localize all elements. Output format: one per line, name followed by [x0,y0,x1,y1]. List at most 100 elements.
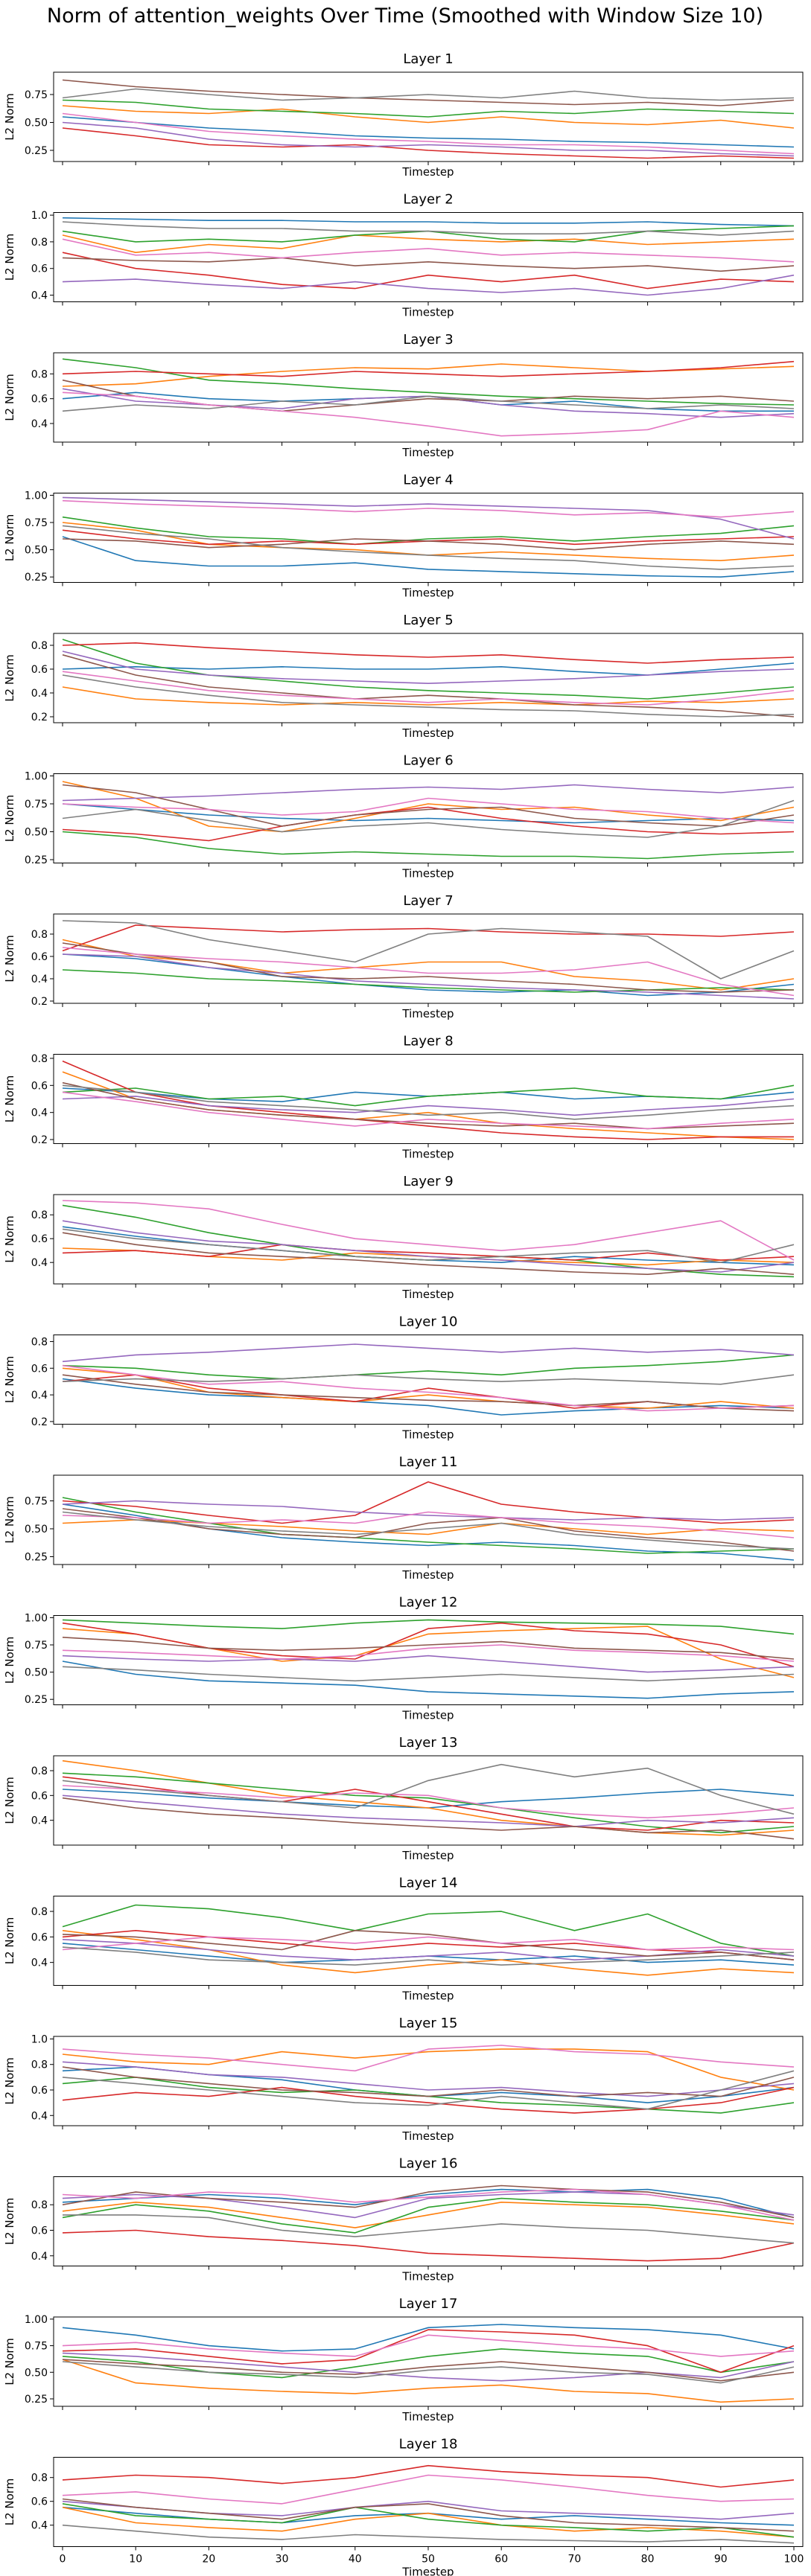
x-axis-label: Timestep [401,2566,454,2576]
series-line-4 [62,1622,795,1668]
subplot-layer-10: Layer 10 0.2 0.4 0.6 0.8 Timestep L2 Norm [3,1314,804,1442]
series-line-4 [62,1776,795,1831]
series-line-6 [62,784,795,827]
series-line-5 [62,496,795,540]
series-line-7 [62,671,795,706]
series-line-5 [62,1794,795,1827]
y-axis-label: L2 Norm [3,1356,16,1404]
y-tick-label: 0.8 [31,1906,48,1918]
subplot-title: Layer 8 [403,1034,453,1049]
x-axis-label: Timestep [401,1568,454,1582]
series-line-7 [62,499,795,518]
y-tick-label: 0.50 [25,545,48,557]
series-line-5 [62,1343,795,1363]
x-axis-label: Timestep [401,1709,454,1722]
x-axis-label: Timestep [401,1148,454,1161]
x-axis-label: Timestep [401,2129,454,2143]
x-tick-label: 10 [129,2554,142,2566]
y-tick-label: 0.4 [31,2251,48,2263]
subplot-title: Layer 17 [399,2296,458,2312]
series-line-3 [62,2348,795,2379]
series-line-5 [62,953,795,1000]
y-tick-label: 0.25 [25,572,48,584]
x-axis-label: Timestep [401,2270,454,2283]
series-line-4 [62,642,795,664]
series-line-4 [62,1244,795,1261]
y-tick-label: 0.75 [25,2341,48,2353]
y-tick-label: 0.6 [31,2225,48,2237]
subplot-layer-5: Layer 5 0.2 0.4 0.6 0.8 Timestep L2 Norm [3,613,804,740]
series-line-4 [62,1481,795,1524]
y-tick-label: 0.25 [25,1552,48,1564]
series-line-4 [62,806,795,842]
x-tick-label: 20 [202,2554,215,2566]
subplot-title: Layer 7 [403,893,453,909]
series-line-2 [62,105,795,129]
y-tick-label: 0.6 [31,2496,48,2508]
y-axis-label: L2 Norm [3,795,16,843]
series-line-8 [62,2361,795,2384]
y-axis-label: L2 Norm [3,1777,16,1824]
subplot-title: Layer 10 [399,1314,458,1330]
series-line-3 [62,831,795,860]
series-line-5 [62,121,795,157]
series-line-8 [62,1084,795,1120]
series-line-5 [62,2061,795,2097]
x-axis-label: Timestep [401,587,454,600]
subplot-title: Layer 16 [399,2156,458,2172]
x-axis-label: Timestep [401,1428,454,1442]
series-line-8 [62,674,795,717]
series-line-6 [62,1081,795,1130]
series-line-6 [62,1508,795,1552]
y-axis-label: L2 Norm [3,2478,16,2526]
y-axis-label: L2 Norm [3,1637,16,1684]
y-tick-label: 0.50 [25,1667,48,1679]
series-line-7 [62,1785,795,1819]
y-axis-label: L2 Norm [3,654,16,702]
subplot-layer-9: Layer 9 0.4 0.6 0.8 Timestep L2 Norm [3,1174,804,1301]
y-tick-label: 0.4 [31,1108,48,1119]
y-tick-label: 0.4 [31,1390,48,1402]
y-tick-label: 0.75 [25,89,48,101]
y-tick-label: 0.75 [25,1496,48,1508]
subplot-title: Layer 15 [399,2016,458,2031]
series-line-8 [62,1228,795,1263]
x-axis-label: Timestep [401,726,454,740]
y-axis-label: L2 Norm [3,1215,16,1263]
subplot-layer-16: Layer 16 0.4 0.6 0.8 Timestep L2 Norm [3,2156,804,2283]
series-line-2 [62,2506,795,2538]
series-line-2 [62,363,795,387]
y-tick-label: 0.25 [25,2394,48,2406]
y-axis-label: L2 Norm [3,514,16,562]
subplot-layer-8: Layer 8 0.2 0.4 0.6 0.8 Timestep L2 Norm [3,1034,804,1161]
y-tick-label: 0.75 [25,517,48,529]
y-tick-label: 0.75 [25,1640,48,1652]
x-axis-label: Timestep [401,165,454,179]
y-tick-label: 0.6 [31,1931,48,1943]
series-line-3 [62,969,795,993]
series-line-2 [62,1930,795,1976]
series-line-1 [62,116,795,148]
series-line-6 [62,1232,795,1275]
series-line-3 [62,639,795,700]
series-line-7 [62,1511,795,1538]
subplot-title: Layer 13 [399,1735,458,1751]
series-line-1 [62,1378,795,1416]
series-line-5 [62,1096,795,1116]
subplot-layer-17: Layer 17 0.25 0.50 0.75 1.00 Timestep L2 Norm [3,2296,804,2423]
series-line-4 [62,127,795,159]
series-line-7 [62,1936,795,1951]
series-line-5 [62,1939,795,1960]
y-tick-label: 0.8 [31,929,48,941]
series-line-1 [62,1087,795,1102]
subplot-layer-3: Layer 3 0.4 0.6 0.8 Timestep L2 Norm [3,332,804,459]
y-tick-label: 0.8 [31,640,48,652]
y-tick-label: 0.2 [31,996,48,1008]
x-axis-label: Timestep [401,2410,454,2423]
series-line-7 [62,112,795,155]
x-tick-label: 100 [784,2554,804,2566]
y-tick-label: 0.6 [31,263,48,275]
subplot-title: Layer 14 [399,1876,458,1891]
